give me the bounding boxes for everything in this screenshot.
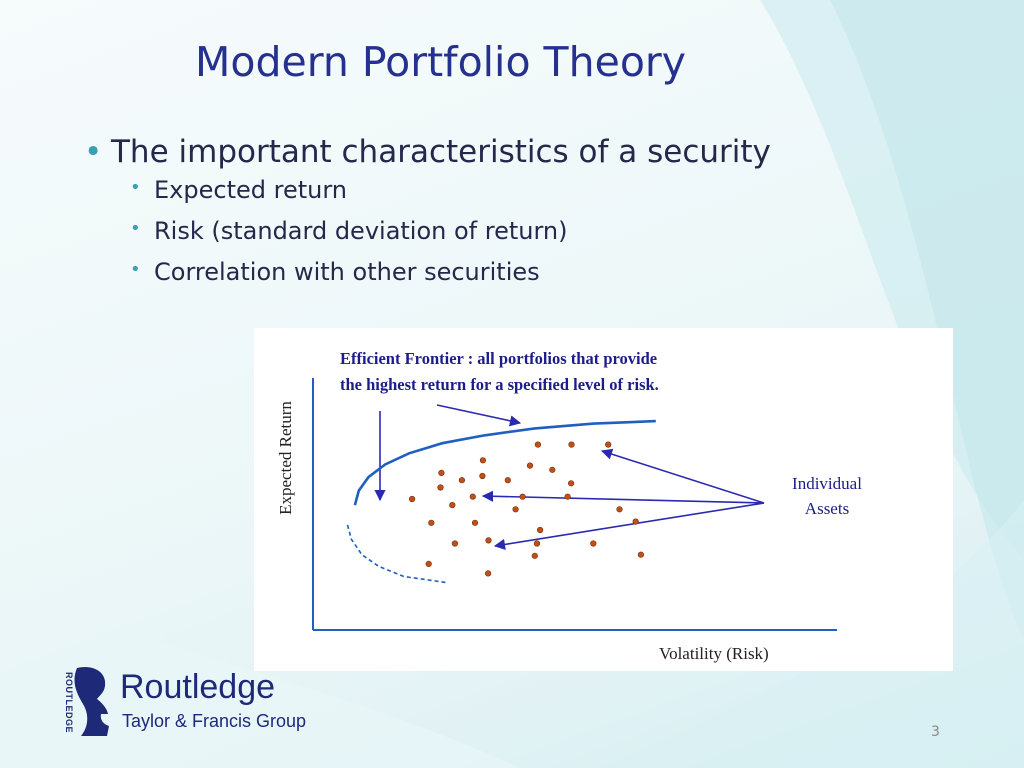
efficient-frontier-curve [353, 419, 656, 506]
asset-point [531, 552, 538, 559]
asset-point [458, 477, 465, 484]
asset-point [512, 506, 519, 513]
asset-point [428, 519, 435, 526]
sub-bullet: • Risk (standard deviation of return) [84, 217, 771, 258]
logo-subtitle: Taylor & Francis Group [122, 711, 307, 731]
sub-bullet-text: Expected return [154, 176, 347, 204]
assets-arrow-3 [493, 502, 765, 550]
sub-bullet: • Expected return [84, 176, 771, 217]
bullet-main-text: The important characteristics of a secur… [111, 134, 771, 170]
routledge-logo: ROUTLEDGE Routledge Taylor & Francis Gro… [56, 662, 326, 740]
asset-point [449, 502, 456, 509]
routledge-head-icon [74, 666, 109, 736]
slide-title: Modern Portfolio Theory [195, 38, 687, 86]
asset-point [438, 469, 445, 476]
chart-svg: Expected Return Volatility (Risk) Effici… [276, 349, 862, 663]
asset-point [437, 484, 444, 491]
logo-name: Routledge [120, 668, 276, 706]
asset-point [425, 560, 432, 567]
y-axis-label: Expected Return [276, 401, 295, 515]
sub-bullet-dot-icon: • [130, 218, 141, 239]
inefficient-frontier-curve [346, 524, 448, 584]
asset-point [409, 495, 416, 503]
asset-point [564, 493, 571, 500]
sub-bullet-dot-icon: • [130, 259, 141, 280]
assets-arrow-1 [600, 448, 765, 504]
asset-point [549, 466, 556, 473]
asset-point [519, 493, 526, 500]
efficient-frontier-chart: Expected Return Volatility (Risk) Effici… [254, 328, 953, 671]
asset-point [485, 537, 492, 544]
asset-point [451, 540, 458, 547]
bullet-main: • The important characteristics of a sec… [84, 134, 771, 176]
asset-point [568, 480, 575, 487]
sub-bullet-text: Risk (standard deviation of return) [154, 217, 568, 245]
sub-bullet-dot-icon: • [130, 177, 141, 198]
asset-point [469, 493, 476, 500]
bullet-list: • The important characteristics of a sec… [84, 134, 771, 299]
asset-point [534, 441, 542, 448]
asset-point [632, 518, 639, 525]
frontier-annotation-line2: the highest return for a specified level… [340, 375, 659, 394]
asset-point [504, 477, 511, 484]
assets-annotation-line1: Individual [792, 474, 862, 493]
asset-point [485, 570, 492, 577]
sub-bullet: • Correlation with other securities [84, 258, 771, 299]
bullet-dot-icon: • [84, 134, 103, 170]
asset-point [637, 551, 645, 558]
asset-point [479, 457, 486, 464]
assets-annotation-line2: Assets [805, 499, 849, 518]
asset-point [526, 462, 534, 469]
sub-bullet-text: Correlation with other securities [154, 258, 540, 286]
assets-arrow-2 [481, 490, 765, 504]
page-number: 3 [931, 724, 940, 740]
asset-point [533, 540, 541, 547]
asset-point [590, 540, 597, 547]
asset-point [471, 519, 479, 526]
frontier-arrow-curve [436, 404, 522, 427]
asset-point [537, 526, 544, 534]
asset-point [616, 506, 623, 513]
asset-point [605, 441, 612, 448]
asset-point [568, 441, 575, 448]
frontier-annotation-line1: Efficient Frontier : all portfolios that… [340, 349, 657, 368]
x-axis-label: Volatility (Risk) [659, 644, 769, 663]
asset-point [479, 472, 486, 480]
